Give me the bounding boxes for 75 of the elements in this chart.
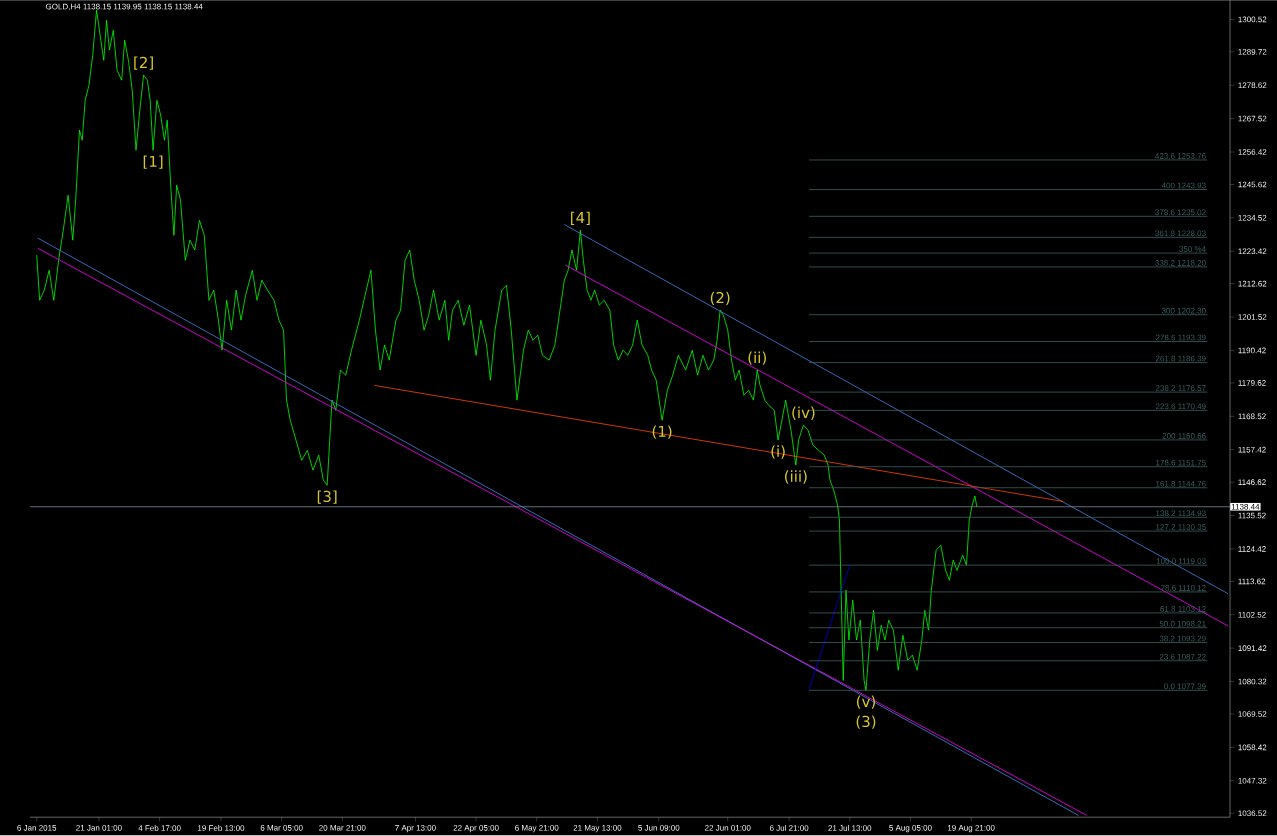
y-tick-label: 1058.42: [1238, 744, 1267, 751]
x-tick-label: 19 Feb 13:00: [198, 825, 245, 832]
x-tick-label: 22 Jun 01:00: [705, 825, 751, 831]
y-tick-label: 1113.62: [1238, 578, 1266, 585]
data-label: 361.8 1228.03: [1155, 230, 1206, 237]
line-series: [36, 9, 978, 691]
annotation: 350 %4: [1179, 246, 1206, 253]
y-tick-label: 1289.72: [1238, 49, 1267, 55]
annotation: (3): [856, 715, 876, 730]
data-label: 38.2 1093.29: [1159, 635, 1206, 642]
data-label: 127.2 1130.35: [1156, 524, 1206, 531]
x-tick-label: 6 Jan 2015: [17, 825, 57, 831]
x-tick-label: 5 Aug 05:00: [889, 825, 932, 833]
data-label: 178.6 1151.75: [1156, 460, 1206, 466]
data-label: 238.2 1176.57: [1155, 385, 1206, 392]
y-tick-label: 1047.32: [1238, 778, 1267, 784]
x-tick-label: 6 Jul 21:00: [769, 825, 809, 832]
annotation: (v): [856, 695, 875, 710]
data-label: 23.6 1087.22: [1159, 654, 1206, 660]
x-tick-label: 6 Mar 05:00: [260, 825, 303, 831]
y-tick-label: 1135.52: [1238, 512, 1266, 519]
y-tick-label: 1157.42: [1238, 447, 1266, 453]
y-tick-label: 1256.42: [1238, 149, 1267, 156]
annotation: [2]: [134, 56, 153, 71]
data-label: 50.0 1098.21: [1159, 621, 1206, 627]
x-tick-label: 5 Jun 09:00: [638, 825, 680, 831]
y-tick-label: 1223.42: [1238, 248, 1267, 255]
y-tick-label: 1234.52: [1238, 215, 1267, 221]
data-label: 200 1160.66: [1162, 433, 1206, 439]
x-tick-label: 22 Apr 05:00: [453, 825, 499, 833]
data-label: 400 1243.93: [1161, 182, 1206, 189]
data-label: 278.6 1193.39: [1155, 334, 1206, 341]
ref-line-label: 1138.44: [1231, 504, 1260, 510]
data-label: 378.6 1235.02: [1155, 209, 1206, 216]
data-label: 300 1202.30: [1161, 308, 1206, 314]
x-tick-label: 19 Aug 21:00: [947, 825, 995, 833]
data-label: 423.6 1253.76: [1155, 153, 1206, 159]
annotation: [3]: [317, 490, 337, 504]
annotation: (ii): [748, 351, 766, 366]
y-tick-label: 1300.52: [1238, 16, 1267, 23]
annotation: (iii): [785, 470, 807, 484]
y-tick-label: 1190.42: [1238, 347, 1266, 354]
annotation: (iv): [792, 406, 815, 421]
annotation: (2): [710, 291, 730, 306]
data-label: 261.8 1186.39: [1155, 355, 1206, 362]
annotation: [1]: [143, 155, 163, 170]
chart-title: GOLD,H4 1138.15 1139.95 1138.15 1138.44: [45, 3, 203, 11]
y-tick-label: 1201.52: [1238, 314, 1267, 321]
y-tick-label: 1091.42: [1238, 645, 1267, 652]
y-tick-label: 1146.62: [1238, 479, 1266, 486]
data-label: 161.8 1144.76: [1156, 481, 1206, 487]
y-tick-label: 1168.52: [1238, 413, 1266, 420]
x-tick-label: 4 Feb 17:00: [138, 825, 181, 832]
y-tick-label: 1245.62: [1238, 181, 1267, 188]
data-label: 0.0 1077.39: [1164, 683, 1206, 690]
data-label: 78.6 1110.12: [1160, 585, 1206, 591]
y-tick-label: 1080.32: [1238, 678, 1267, 685]
y-tick-label: 1036.52: [1238, 810, 1267, 817]
y-tick-label: 1212.62: [1238, 281, 1267, 287]
data-label: 223.6 1170.49: [1155, 403, 1206, 410]
data-label: 338.2 1218.20: [1155, 260, 1206, 266]
x-tick-label: 21 May 13:00: [573, 825, 622, 833]
annotation: [4]: [571, 211, 590, 226]
y-tick-label: 1278.62: [1238, 82, 1267, 89]
y-tick-label: 1102.52: [1238, 612, 1266, 618]
y-tick-label: 1124.42: [1238, 546, 1266, 552]
x-tick-label: 7 Apr 13:00: [395, 825, 436, 833]
data-label: 138.2 1134.93: [1156, 510, 1206, 517]
x-tick-label: 21 Jan 01:00: [76, 825, 122, 831]
y-tick-label: 1069.52: [1238, 711, 1267, 718]
x-tick-label: 6 May 21:00: [515, 825, 559, 833]
x-tick-label: 20 Mar 21:00: [319, 825, 366, 831]
x-tick-label: 21 Jul 13:00: [828, 825, 872, 832]
y-tick-label: 1267.52: [1238, 115, 1267, 122]
y-tick-label: 1179.62: [1238, 380, 1266, 386]
